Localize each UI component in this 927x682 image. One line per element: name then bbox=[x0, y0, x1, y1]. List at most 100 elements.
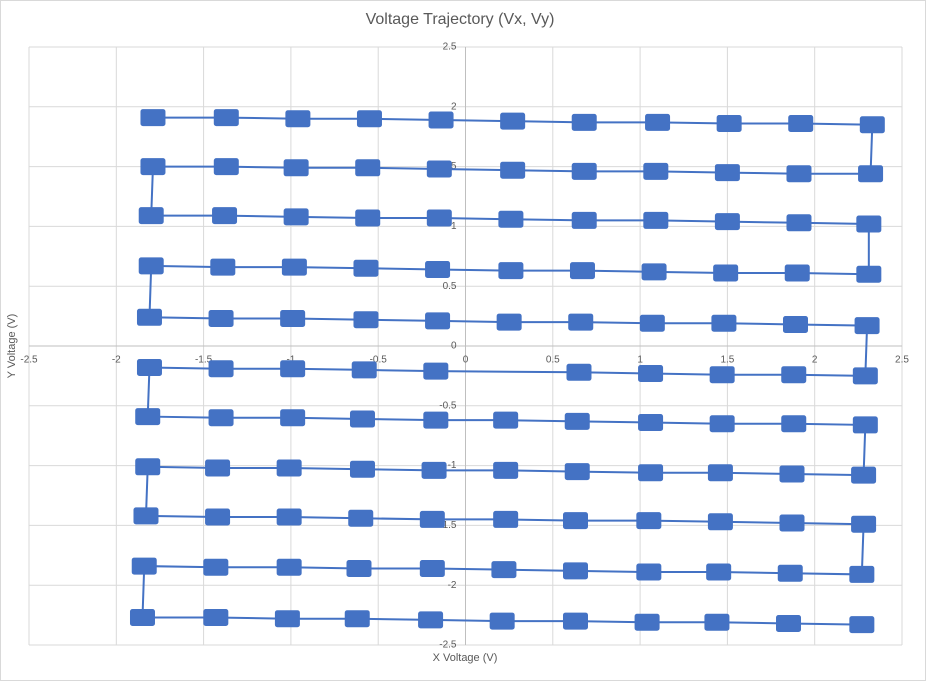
x-tick-label: -2 bbox=[112, 355, 121, 366]
marker bbox=[426, 209, 452, 227]
marker bbox=[564, 463, 590, 481]
x-tick-label: 0 bbox=[463, 355, 469, 366]
marker bbox=[135, 408, 161, 426]
marker bbox=[566, 363, 592, 381]
marker bbox=[213, 109, 239, 127]
marker bbox=[638, 365, 664, 383]
marker bbox=[645, 113, 671, 131]
marker bbox=[852, 416, 878, 434]
marker bbox=[562, 512, 588, 530]
marker bbox=[280, 409, 306, 427]
marker bbox=[781, 366, 807, 384]
marker bbox=[280, 360, 306, 378]
marker bbox=[638, 414, 664, 432]
marker bbox=[493, 510, 519, 528]
marker bbox=[643, 211, 669, 229]
marker bbox=[858, 165, 884, 183]
marker bbox=[355, 209, 381, 227]
marker bbox=[639, 314, 665, 332]
marker bbox=[852, 367, 878, 385]
y-tick-label: 2.5 bbox=[443, 42, 457, 53]
marker bbox=[571, 162, 597, 180]
marker bbox=[636, 512, 662, 530]
y-tick-label: 0.5 bbox=[443, 281, 457, 292]
marker bbox=[276, 459, 302, 477]
marker bbox=[777, 564, 803, 582]
marker bbox=[562, 562, 588, 580]
marker bbox=[714, 213, 740, 231]
marker bbox=[348, 509, 374, 527]
marker bbox=[493, 411, 519, 429]
chart-title: Voltage Trajectory (Vx, Vy) bbox=[366, 11, 555, 28]
marker bbox=[205, 459, 231, 477]
marker bbox=[568, 313, 594, 331]
marker bbox=[425, 260, 451, 278]
marker bbox=[854, 317, 880, 335]
marker bbox=[283, 208, 309, 226]
y-tick-label: 0 bbox=[451, 341, 457, 352]
marker bbox=[489, 612, 515, 630]
x-tick-label: -0.5 bbox=[370, 355, 388, 366]
marker bbox=[423, 411, 449, 429]
marker bbox=[711, 314, 737, 332]
marker bbox=[131, 557, 157, 575]
marker bbox=[851, 515, 877, 533]
marker bbox=[713, 264, 739, 282]
marker bbox=[205, 508, 231, 526]
marker bbox=[135, 458, 161, 476]
marker bbox=[353, 259, 379, 277]
marker bbox=[498, 262, 524, 280]
y-tick-label: 2 bbox=[451, 101, 457, 112]
marker bbox=[129, 608, 155, 626]
y-tick-label: -2.5 bbox=[439, 640, 457, 651]
marker bbox=[564, 412, 590, 430]
marker bbox=[353, 311, 379, 329]
marker bbox=[707, 464, 733, 482]
y-tick-label: -2 bbox=[448, 580, 457, 591]
marker bbox=[856, 265, 882, 283]
marker bbox=[136, 308, 162, 326]
marker bbox=[210, 258, 236, 276]
marker bbox=[212, 207, 238, 225]
marker bbox=[636, 563, 662, 581]
marker bbox=[351, 361, 377, 379]
marker bbox=[786, 165, 812, 183]
marker bbox=[709, 366, 735, 384]
x-axis-title: X Voltage (V) bbox=[433, 652, 498, 664]
marker bbox=[203, 608, 229, 626]
marker bbox=[782, 315, 808, 333]
marker bbox=[706, 563, 732, 581]
marker bbox=[138, 257, 164, 275]
marker bbox=[571, 211, 597, 229]
x-tick-label: -1.5 bbox=[195, 355, 213, 366]
marker bbox=[643, 162, 669, 180]
marker bbox=[571, 113, 597, 131]
marker bbox=[423, 362, 449, 380]
y-tick-label: -0.5 bbox=[439, 400, 457, 411]
marker bbox=[349, 410, 375, 428]
marker bbox=[281, 258, 307, 276]
marker bbox=[714, 164, 740, 182]
marker bbox=[859, 116, 885, 134]
marker bbox=[428, 111, 454, 129]
marker bbox=[140, 109, 166, 127]
marker bbox=[709, 415, 735, 433]
marker bbox=[784, 264, 810, 282]
marker bbox=[500, 112, 526, 130]
marker bbox=[851, 466, 877, 484]
marker bbox=[786, 214, 812, 232]
marker bbox=[856, 215, 882, 233]
marker bbox=[849, 616, 875, 634]
marker bbox=[285, 110, 311, 128]
marker bbox=[133, 507, 159, 525]
marker bbox=[346, 559, 372, 577]
marker bbox=[208, 360, 234, 378]
marker bbox=[562, 612, 588, 630]
marker bbox=[569, 262, 595, 280]
marker bbox=[208, 409, 234, 427]
x-tick-label: 1.5 bbox=[720, 355, 734, 366]
marker bbox=[355, 159, 381, 177]
marker bbox=[419, 559, 445, 577]
x-tick-label: 2 bbox=[812, 355, 818, 366]
marker bbox=[426, 160, 452, 178]
